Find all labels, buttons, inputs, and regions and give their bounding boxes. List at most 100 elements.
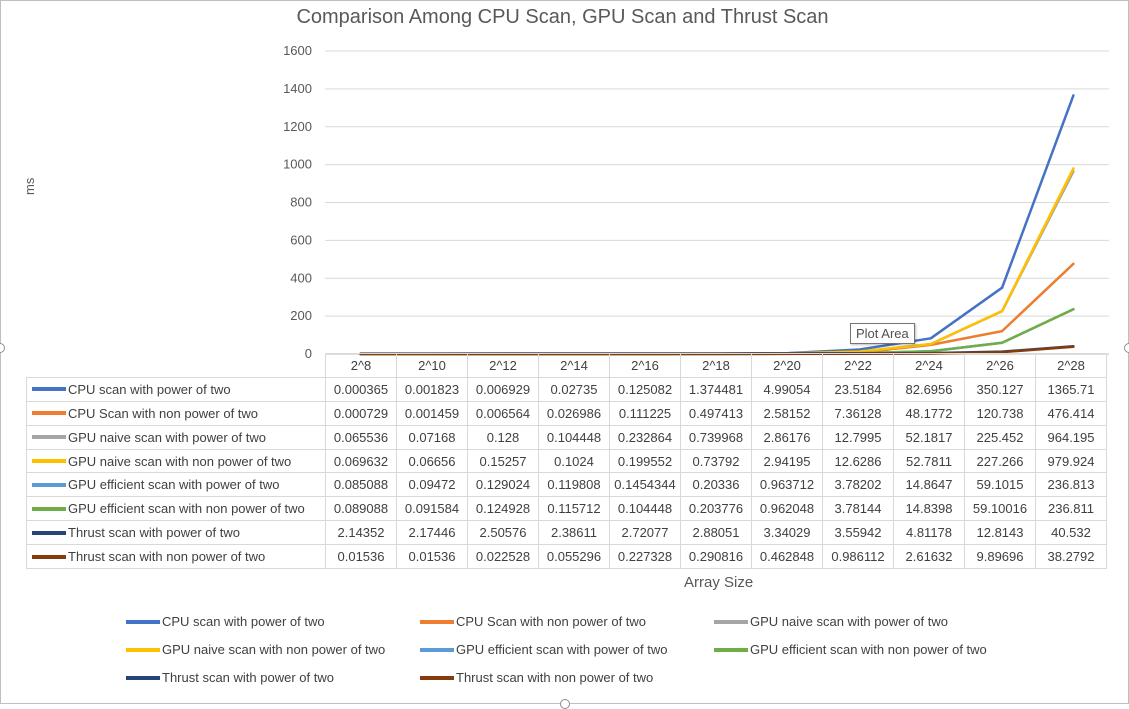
series-name-cell: GPU efficient scan with non power of two [26, 496, 326, 522]
table-row: GPU efficient scan with power of two 0.08… [26, 472, 1107, 498]
data-label: 0.962048 [751, 496, 823, 522]
data-label: 0.739968 [680, 424, 752, 450]
data-label: 2.38611 [538, 520, 610, 546]
data-label: 0.111225 [609, 400, 681, 426]
data-label: 1365.71 [1035, 376, 1107, 402]
data-label: 7.36128 [822, 400, 894, 426]
data-label: 350.127 [964, 376, 1036, 402]
data-table: 2^8 2^10 2^12 2^14 2^16 2^18 2^20 2^22 2^24 2^26 2… [26, 353, 1107, 570]
legend-label: Thrust scan with non power of two [456, 670, 654, 685]
data-label: 120.738 [964, 400, 1036, 426]
data-label: 2.17446 [396, 520, 468, 546]
data-label: 225.452 [964, 424, 1036, 450]
y-tick-label: 600 [290, 232, 312, 247]
data-label: 1.374481 [680, 376, 752, 402]
data-label: 0.129024 [467, 472, 539, 498]
y-tick-label: 1400 [283, 81, 312, 96]
data-label: 4.99054 [751, 376, 823, 402]
resize-handle-right[interactable] [1124, 343, 1129, 353]
legend-key-icon [32, 530, 66, 535]
data-label: 14.8647 [893, 472, 965, 498]
legend-swatch-icon [714, 619, 748, 624]
series-name-cell: GPU naive scan with power of two [26, 424, 326, 450]
table-row: CPU Scan with non power of two 0.000729 0.… [26, 400, 1107, 426]
data-label: 2.94195 [751, 448, 823, 474]
resize-handle-bottom[interactable] [560, 699, 570, 709]
y-tick-label: 400 [290, 270, 312, 285]
series-line [359, 167, 1075, 356]
legend-key-icon [32, 459, 66, 464]
legend-key-icon [32, 482, 66, 487]
x-tick-label: 2^14 [538, 353, 610, 378]
x-tick-label: 2^16 [609, 353, 681, 378]
x-axis-label: Array Size [684, 574, 754, 591]
data-label: 0.232864 [609, 424, 681, 450]
data-label: 0.065536 [325, 424, 397, 450]
table-row: CPU scan with power of two 0.000365 0.0018… [26, 376, 1107, 402]
series-name: Thrust scan with non power of two [68, 549, 266, 565]
data-label: 0.001823 [396, 376, 468, 402]
legend-label: GPU naive scan with non power of two [162, 642, 386, 657]
legend-swatch-icon [714, 647, 748, 652]
data-label: 0.986112 [822, 544, 894, 570]
table-row: Thrust scan with non power of two 0.01536… [26, 544, 1107, 570]
data-label: 2.58152 [751, 400, 823, 426]
data-label: 0.000729 [325, 400, 397, 426]
data-label: 0.022528 [467, 544, 539, 570]
legend-item[interactable]: GPU naive scan with non power of two [126, 642, 385, 657]
data-label: 2.61632 [893, 544, 965, 570]
series-name: GPU naive scan with non power of two [68, 453, 292, 469]
legend-item[interactable]: Thrust scan with non power of two [420, 670, 653, 685]
data-label: 0.497413 [680, 400, 752, 426]
legend-swatch-icon [126, 675, 160, 680]
series-name: Thrust scan with power of two [68, 525, 240, 541]
data-label: 0.09472 [396, 472, 468, 498]
y-tick-label: 1600 [283, 43, 312, 58]
x-tick-label: 2^10 [396, 353, 468, 378]
data-label: 12.8143 [964, 520, 1036, 546]
y-tick-label: 200 [290, 308, 312, 323]
data-label: 12.6286 [822, 448, 894, 474]
plot-area-tooltip: Plot Area [850, 323, 915, 344]
legend-label: CPU Scan with non power of two [456, 614, 647, 629]
data-label: 0.089088 [325, 496, 397, 522]
legend-item[interactable]: CPU Scan with non power of two [420, 614, 646, 629]
x-tick-label: 2^24 [893, 353, 965, 378]
series-name: GPU efficient scan with power of two [68, 477, 280, 493]
legend-swatch-icon [420, 647, 454, 652]
legend-item[interactable]: Thrust scan with power of two [126, 670, 334, 685]
data-label: 236.813 [1035, 472, 1107, 498]
x-tick-label: 2^18 [680, 353, 752, 378]
data-label: 59.10016 [964, 496, 1036, 522]
legend-item[interactable]: GPU efficient scan with power of two [420, 642, 667, 657]
series-name-cell: Thrust scan with power of two [26, 520, 326, 546]
legend-item[interactable]: GPU naive scan with power of two [714, 614, 948, 629]
data-label: 3.78144 [822, 496, 894, 522]
series-line [359, 94, 1075, 356]
data-label: 12.7995 [822, 424, 894, 450]
legend-label: Thrust scan with power of two [162, 670, 334, 685]
legend-key-icon [32, 506, 66, 511]
data-label: 38.2792 [1035, 544, 1107, 570]
data-label: 979.924 [1035, 448, 1107, 474]
data-label: 0.125082 [609, 376, 681, 402]
data-label: 227.266 [964, 448, 1036, 474]
legend-label: GPU efficient scan with power of two [456, 642, 668, 657]
data-label: 3.34029 [751, 520, 823, 546]
data-label: 0.462848 [751, 544, 823, 570]
data-label: 964.195 [1035, 424, 1107, 450]
legend-item[interactable]: GPU efficient scan with non power of two [714, 642, 987, 657]
data-label: 0.227328 [609, 544, 681, 570]
legend-label: CPU scan with power of two [162, 614, 325, 629]
data-label: 0.73792 [680, 448, 752, 474]
data-label: 0.006929 [467, 376, 539, 402]
legend-key-icon [32, 435, 66, 440]
data-label: 2.88051 [680, 520, 752, 546]
data-label: 59.1015 [964, 472, 1036, 498]
data-label: 0.1024 [538, 448, 610, 474]
legend-swatch-icon [420, 675, 454, 680]
y-tick-label: 1000 [283, 157, 312, 172]
legend-item[interactable]: CPU scan with power of two [126, 614, 325, 629]
data-label: 82.6956 [893, 376, 965, 402]
data-label: 2.86176 [751, 424, 823, 450]
